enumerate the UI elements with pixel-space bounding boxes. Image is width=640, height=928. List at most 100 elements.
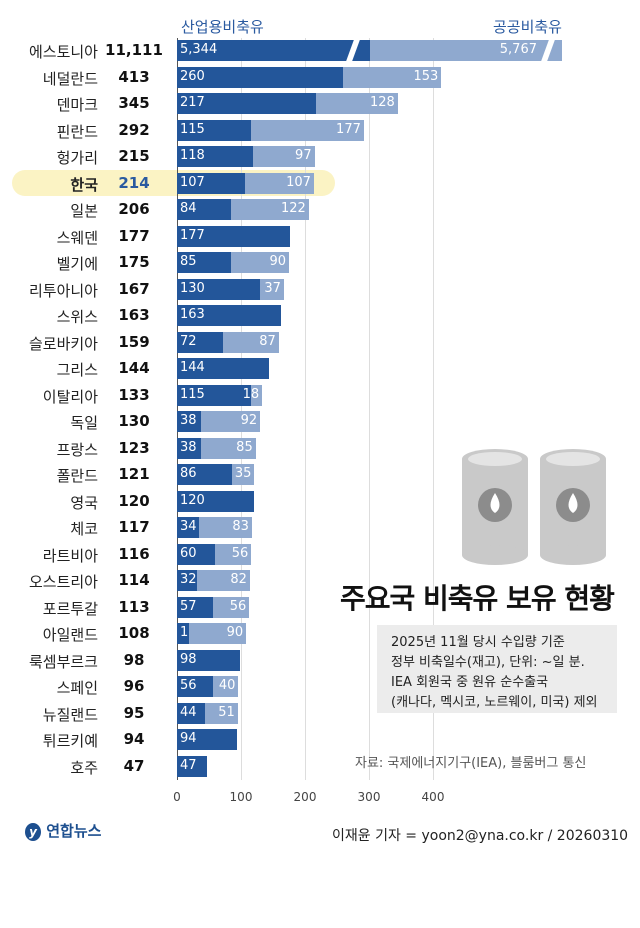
country-label: 한국: [70, 175, 98, 194]
country-label: 헝가리: [56, 149, 98, 167]
total-value: 130: [118, 412, 150, 430]
bar-public: [201, 437, 256, 459]
bar-public-label: 92: [240, 413, 258, 428]
oil-barrel-icon: [462, 449, 606, 565]
bar-public: [231, 252, 289, 273]
bar-industrial-label: 98: [180, 651, 197, 667]
bar-industrial-label: 44: [180, 704, 197, 720]
total-value: 292: [118, 120, 150, 139]
bar-public-label: 97: [295, 148, 312, 163]
bar-public-label: 153: [413, 68, 439, 84]
source: 자료: 국제에너지기구(IEA), 블룸버그 통신: [355, 756, 587, 771]
country-label: 이탈리아: [42, 387, 98, 406]
total-value: 413: [118, 67, 150, 86]
bar-public: [201, 411, 261, 432]
note-line: 2025년 11월 당시 수입량 기준: [391, 635, 565, 650]
bar-public-label: 82: [230, 572, 247, 587]
bar-industrial: [177, 225, 291, 247]
country-label: 그리스: [56, 361, 98, 379]
total-value: 117: [118, 518, 150, 536]
bar-industrial-label: 32: [180, 572, 197, 587]
total-value: 133: [118, 385, 150, 404]
bar-public: [370, 40, 562, 61]
country-label: 폴란드: [56, 467, 98, 485]
country-label: 덴마크: [56, 96, 98, 114]
total-value: 47: [123, 756, 145, 775]
bar-public-label: 5,767: [499, 42, 537, 57]
note-line: 정부 비축일수(재고), 단위: ~일 분.: [391, 655, 585, 670]
chart-title: 주요국 비축유 보유 현황: [340, 582, 615, 615]
bar-industrial: [177, 93, 316, 114]
country-label: 스위스: [56, 308, 98, 326]
bar-industrial-label: 130: [180, 280, 205, 296]
total-value: 120: [118, 491, 150, 510]
country-label: 포르투갈: [42, 599, 98, 618]
bar-industrial-label: 34: [180, 519, 197, 534]
bar-public: [250, 384, 263, 406]
bar-public-label: 83: [232, 519, 249, 534]
total-value: 215: [118, 147, 150, 165]
country-label: 스페인: [56, 679, 98, 697]
total-value: 114: [118, 571, 150, 589]
bar-industrial: [177, 623, 189, 644]
bar-public: [252, 146, 315, 167]
bar-public: [188, 623, 247, 644]
bar-industrial-label: 94: [180, 731, 197, 746]
bar-public: [230, 199, 309, 220]
total-value: 123: [118, 438, 150, 457]
bar-public: [215, 543, 252, 565]
bar-industrial: [177, 411, 202, 432]
x-tick-label: 0: [173, 790, 181, 804]
country-label: 벨기에: [56, 255, 98, 273]
bar-industrial: [177, 331, 224, 353]
total-value: 214: [118, 173, 150, 192]
bar-industrial: [177, 729, 238, 750]
bar-industrial-label: 118: [180, 148, 205, 163]
bar-industrial: [177, 676, 213, 697]
country-label: 영국: [70, 493, 98, 512]
total-value: 98: [123, 650, 145, 669]
gridline: [305, 38, 306, 780]
x-tick-label: 200: [293, 790, 317, 804]
logo: y 연합뉴스: [25, 820, 101, 841]
bar-industrial: [177, 464, 233, 485]
country-label: 에스토니아: [28, 43, 98, 61]
total-value: 167: [118, 279, 150, 298]
bar-public-label: 18: [242, 386, 260, 402]
country-label: 체코: [70, 520, 98, 538]
bar-public-label: 90: [269, 254, 286, 269]
bar-industrial-label: 107: [180, 174, 205, 190]
legend-public: 공공비축유: [492, 18, 562, 36]
bar-public-label: 128: [369, 95, 395, 110]
total-value: 163: [118, 306, 150, 324]
x-tick-label: 400: [421, 790, 445, 804]
bar-industrial: [177, 199, 231, 220]
byline: 이재윤 기자 = yoon2@yna.co.kr / 20260310: [332, 828, 629, 844]
bar-industrial-label: 72: [180, 333, 197, 349]
bar-public: [315, 93, 398, 114]
total-value: 159: [118, 332, 150, 351]
bar-public-label: 107: [286, 174, 311, 190]
bar-industrial: [177, 358, 270, 379]
bar-industrial: [177, 278, 261, 300]
bar-public: [245, 172, 314, 194]
bar-public-label: 35: [234, 466, 252, 481]
bar-public: [198, 517, 252, 538]
country-label: 핀란드: [56, 122, 98, 141]
bar-industrial-label: 5,344: [180, 42, 218, 57]
total-value: 175: [118, 253, 150, 271]
bar-industrial-label: 217: [180, 95, 205, 110]
bar-public-label: 122: [281, 201, 306, 216]
gridline: [241, 38, 242, 780]
bar-industrial-label: 144: [180, 360, 205, 375]
bar-industrial-label: 57: [180, 598, 197, 614]
note-box: 2025년 11월 당시 수입량 기준 정부 비축일수(재고), 단위: ~일 …: [377, 625, 617, 713]
bar-industrial: [177, 119, 251, 141]
country-label: 아일랜드: [42, 626, 98, 644]
bar-industrial-label: 85: [180, 254, 197, 269]
bar-public: [250, 119, 364, 141]
bar-industrial: [177, 570, 198, 591]
bar-industrial: [177, 517, 199, 538]
bar-public-label: 51: [218, 704, 235, 720]
